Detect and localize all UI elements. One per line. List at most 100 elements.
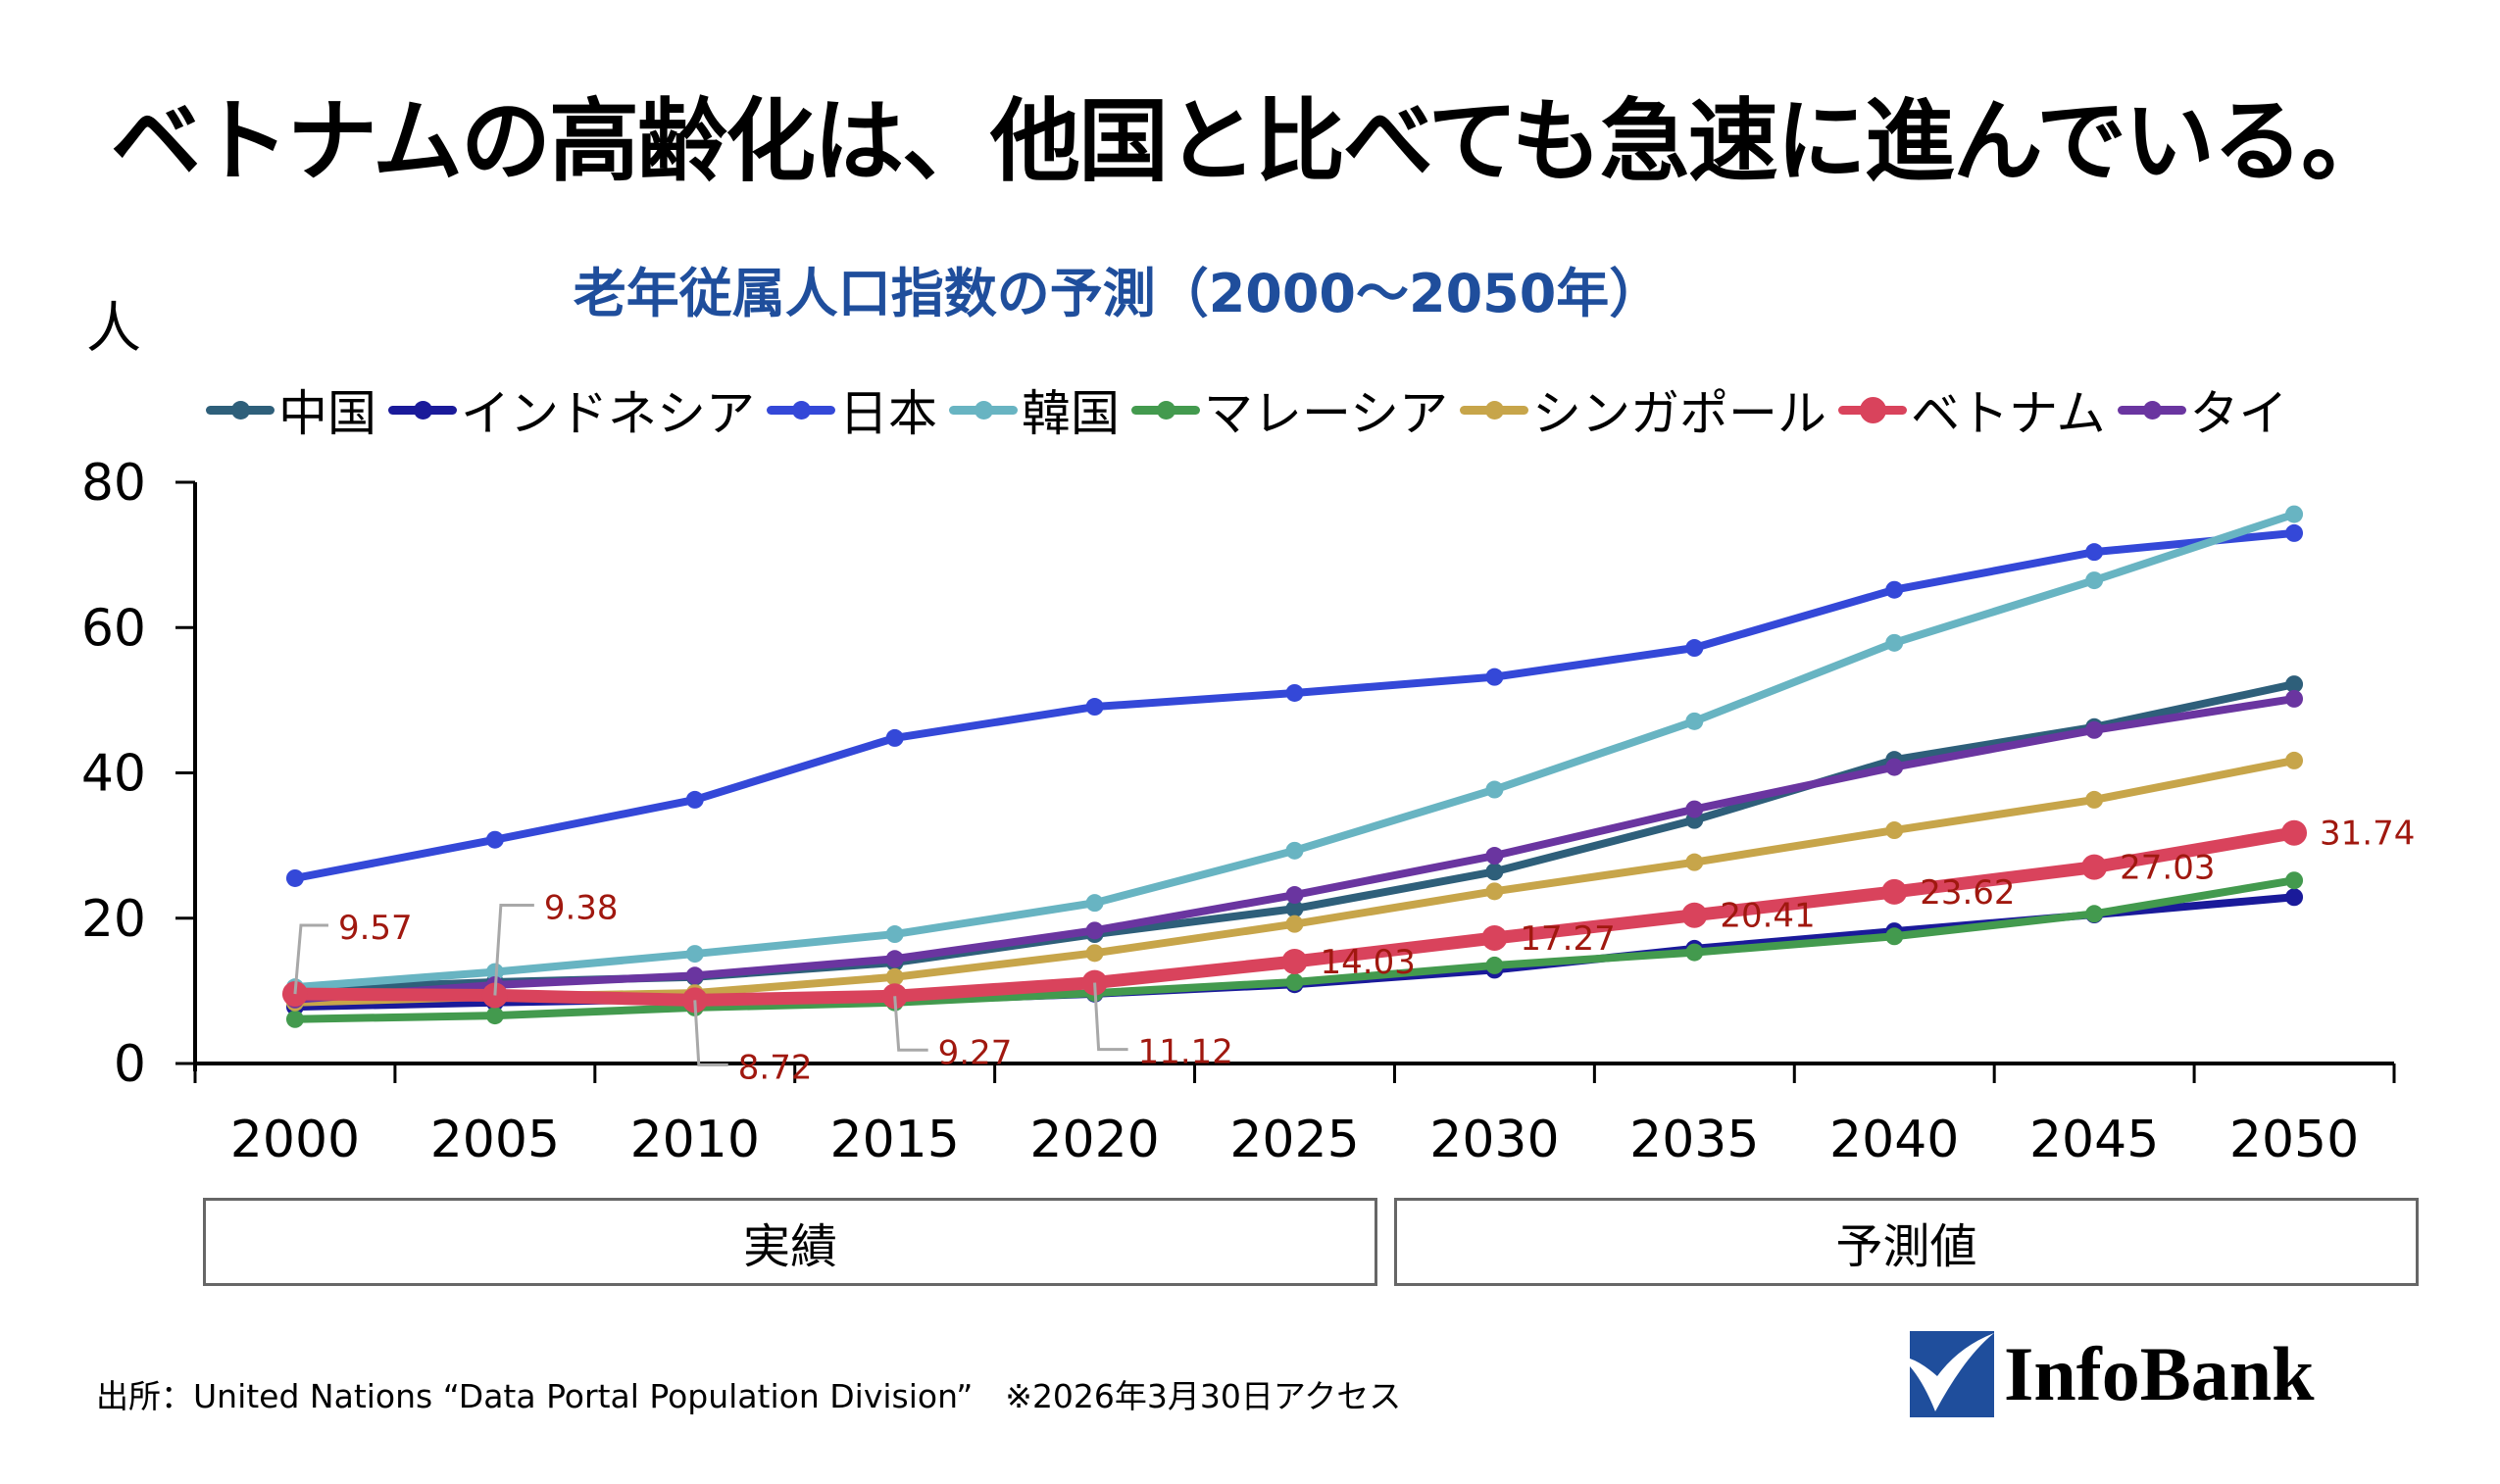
data-point — [1285, 886, 1304, 905]
data-point — [2285, 871, 2304, 890]
data-point — [1685, 853, 1704, 871]
data-label: 20.41 — [1720, 897, 1815, 936]
y-tick-label: 0 — [114, 1035, 146, 1094]
y-tick-label: 80 — [81, 454, 146, 513]
period-label-actual: 実績 — [742, 1219, 837, 1274]
period-box-forecast: 予測値 — [1394, 1198, 2419, 1286]
data-point — [1485, 956, 1504, 974]
data-point — [2085, 571, 2104, 590]
data-point — [2285, 689, 2304, 708]
y-tick-label: 20 — [81, 890, 146, 949]
x-tick-label: 2005 — [430, 1111, 560, 1169]
logo-text: InfoBank — [2004, 1331, 2315, 1416]
legend-item: シンガポール — [1460, 374, 1826, 445]
data-point — [2085, 905, 2104, 923]
y-axis-unit-label: 人 — [86, 297, 141, 361]
x-tick-label: 2025 — [1229, 1111, 1359, 1169]
data-point — [485, 1007, 504, 1025]
data-point — [2085, 790, 2104, 809]
x-tick-label: 2000 — [230, 1111, 360, 1169]
legend-label: マレーシア — [1204, 385, 1448, 442]
leader-line — [1093, 982, 1128, 1052]
data-point — [885, 967, 904, 986]
legend-item: 日本 — [767, 374, 937, 445]
x-tick-label: 2010 — [630, 1111, 760, 1169]
data-point — [1485, 780, 1504, 799]
data-point — [1285, 683, 1304, 702]
legend-item: マレーシア — [1131, 374, 1448, 445]
data-point — [285, 868, 304, 887]
series-line — [290, 680, 2299, 994]
x-tick-label: 2035 — [1629, 1111, 1759, 1169]
legend-label: 中国 — [278, 385, 376, 442]
x-tick-label: 2040 — [1829, 1111, 1959, 1169]
legend-line-marker-icon — [1460, 395, 1528, 424]
data-point — [2285, 888, 2304, 907]
data-point — [1681, 902, 1708, 928]
data-point — [885, 728, 904, 747]
legend-line-marker-icon — [767, 395, 835, 424]
x-tick-label: 2030 — [1429, 1111, 1559, 1169]
series-韓国 — [285, 505, 2304, 997]
legend-label: インドネシア — [461, 385, 755, 442]
data-point — [2081, 854, 2108, 880]
legend-line-marker-icon — [388, 395, 457, 424]
series-ベトナム — [281, 819, 2308, 1014]
data-point — [1481, 924, 1508, 951]
data-point — [1485, 882, 1504, 901]
data-point — [285, 1010, 304, 1028]
data-point — [1685, 639, 1704, 658]
data-label: 17.27 — [1520, 919, 1615, 959]
x-tick-label: 2050 — [2229, 1111, 2359, 1169]
data-point — [1085, 894, 1104, 913]
data-point — [1685, 712, 1704, 730]
legend-item: ベトナム — [1838, 374, 2106, 445]
legend-item: 中国 — [206, 374, 376, 445]
data-point — [885, 950, 904, 968]
legend-label: シンガポール — [1532, 385, 1826, 442]
data-label: 9.57 — [338, 909, 413, 948]
data-point — [885, 925, 904, 944]
data-point — [1485, 668, 1504, 686]
chart-legend: 中国 インドネシア 日本 韓国 マレーシア シンガポール ベトナム タイ — [206, 374, 2288, 445]
data-point — [1285, 972, 1304, 991]
data-label: 23.62 — [1920, 873, 2015, 913]
data-label: 9.27 — [938, 1033, 1013, 1072]
legend-line-marker-icon — [206, 395, 275, 424]
legend-item: 韓国 — [949, 374, 1120, 445]
x-tick-label: 2015 — [830, 1111, 960, 1169]
data-point — [2285, 675, 2304, 694]
x-tick-label: 2020 — [1029, 1111, 1159, 1169]
period-box-actual: 実績 — [203, 1198, 1377, 1286]
legend-label: ベトナム — [1911, 385, 2106, 442]
data-label: 14.03 — [1321, 943, 1416, 982]
data-label: 8.72 — [738, 1048, 813, 1087]
data-point — [685, 966, 704, 985]
data-point — [2281, 819, 2308, 846]
data-point — [1885, 758, 1904, 776]
data-point — [1285, 900, 1304, 918]
data-point — [685, 945, 704, 964]
legend-line-marker-icon — [1838, 395, 1907, 424]
data-point — [1285, 915, 1304, 933]
legend-line-marker-icon — [949, 395, 1018, 424]
leader-line — [693, 1000, 728, 1066]
data-point — [2085, 543, 2104, 562]
y-tick-label: 40 — [81, 745, 146, 804]
leader-line — [893, 996, 928, 1052]
data-label: 9.38 — [544, 888, 619, 927]
legend-line-marker-icon — [2117, 395, 2186, 424]
legend-label: タイ — [2189, 385, 2288, 442]
data-point — [1085, 944, 1104, 963]
series-line — [290, 528, 2299, 882]
data-label: 11.12 — [1138, 1033, 1233, 1072]
legend-label: 日本 — [839, 385, 937, 442]
data-point — [685, 790, 704, 809]
data-point — [2285, 523, 2304, 542]
series-日本 — [285, 523, 2304, 887]
leader-line — [293, 923, 328, 995]
legend-label: 韓国 — [1022, 385, 1120, 442]
data-point — [1885, 580, 1904, 599]
y-tick-label: 60 — [81, 599, 146, 658]
